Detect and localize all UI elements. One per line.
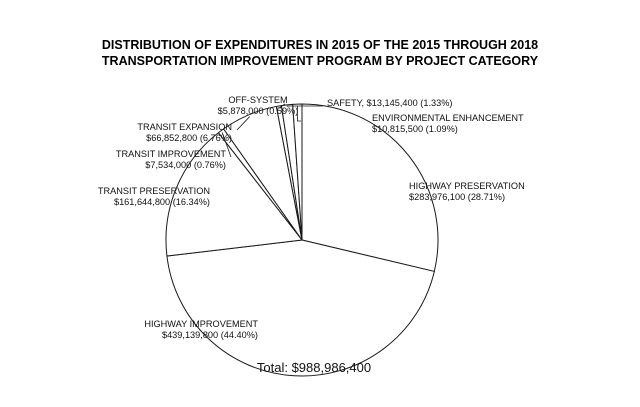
slice-value-transit-expansion: $66,852,800 (6.76%) xyxy=(146,133,232,143)
total-label: Total: $988,986,400 xyxy=(257,360,371,375)
slice-label-transit-improvement: TRANSIT IMPROVEMENT xyxy=(116,149,226,159)
chart-title-line-2: TRANSPORTATION IMPROVEMENT PROGRAM BY PR… xyxy=(102,54,539,68)
slice-labels: HIGHWAY PRESERVATION$283,976,100 (28.71%… xyxy=(98,95,525,340)
chart-title-line-1: DISTRIBUTION OF EXPENDITURES IN 2015 OF … xyxy=(102,38,538,52)
slice-label-transit-preservation: TRANSIT PRESERVATION xyxy=(98,186,210,196)
leader-line-safety xyxy=(286,105,323,107)
leader-line-transit-improvement xyxy=(221,132,232,158)
pie-slices xyxy=(165,103,439,377)
leader-line-off-system xyxy=(278,103,286,109)
pie-slice-highway-preservation xyxy=(301,103,439,273)
slice-value-highway-improvement: $439,139,800 (44.40%) xyxy=(162,330,258,340)
pie-slice-transit-preservation xyxy=(165,132,303,257)
slice-value-transit-improvement: $7,534,000 (0.76%) xyxy=(145,160,226,170)
slice-value-environmental-enhancement: $10,815,500 (1.09%) xyxy=(372,124,458,134)
slice-value-highway-preservation: $283,976,100 (28.71%) xyxy=(409,192,505,202)
pie-slice-highway-improvement xyxy=(166,239,435,377)
slice-value-off-system: $5,878,000 (0.59%) xyxy=(218,106,299,116)
slice-label-off-system: OFF-SYSTEM xyxy=(228,95,287,105)
pie-slice-environmental-enhancement xyxy=(292,103,303,241)
slice-label-safety: SAFETY, $13,145,400 (1.33%) xyxy=(327,98,452,108)
slice-label-highway-preservation: HIGHWAY PRESERVATION xyxy=(409,181,525,191)
leader-line-transit-expansion xyxy=(236,116,250,131)
slice-label-highway-improvement: HIGHWAY IMPROVEMENT xyxy=(144,319,258,329)
slice-label-environmental-enhancement: ENVIRONMENTAL ENHANCEMENT xyxy=(372,113,524,123)
slice-label-transit-expansion: TRANSIT EXPANSION xyxy=(137,122,232,132)
slice-value-transit-preservation: $161,644,800 (16.34%) xyxy=(114,197,210,207)
leader-line-environmental-enhancement xyxy=(296,106,301,122)
